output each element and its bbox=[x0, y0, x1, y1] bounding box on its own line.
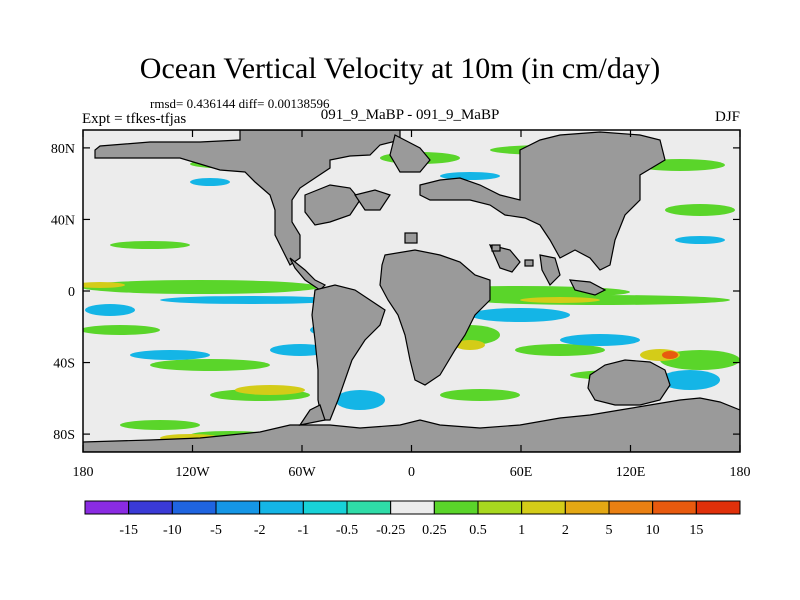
case-label: 091_9_MaBP - 091_9_MaBP bbox=[320, 107, 500, 123]
y-tick-label: 40N bbox=[51, 213, 75, 228]
y-tick-label: 80N bbox=[51, 142, 75, 157]
y-tick-label: 80S bbox=[53, 428, 75, 443]
colorbar-swatch bbox=[477, 500, 523, 515]
colorbar-label: 1 bbox=[518, 523, 525, 538]
colorbar-swatch bbox=[215, 500, 261, 515]
colorbar-swatch bbox=[302, 500, 348, 515]
colorbar-swatch bbox=[84, 500, 130, 515]
colorbar-swatch bbox=[346, 500, 392, 515]
colorbar-swatch bbox=[171, 500, 217, 515]
experiment-label: Expt = tfkes-tfjas bbox=[82, 111, 187, 127]
x-tick-label: 180 bbox=[730, 465, 751, 480]
colorbar-swatch bbox=[521, 500, 566, 515]
colorbar-swatch bbox=[564, 500, 610, 515]
colorbar-label: -2 bbox=[254, 523, 266, 538]
colorbar-label: -15 bbox=[119, 523, 138, 538]
colorbar-label: -10 bbox=[163, 523, 182, 538]
colorbar-label: 2 bbox=[562, 523, 569, 538]
x-tick-label: 180 bbox=[73, 465, 94, 480]
colorbar-swatch bbox=[608, 500, 654, 515]
colorbar-label: -0.25 bbox=[376, 523, 405, 538]
colorbar-label: -1 bbox=[297, 523, 309, 538]
season-label: DJF bbox=[714, 109, 740, 125]
colorbar-label: 0.25 bbox=[422, 523, 447, 538]
colorbar-swatch bbox=[433, 500, 479, 515]
chart-title: Ocean Vertical Velocity at 10m (in cm/da… bbox=[139, 52, 661, 85]
colorbar-label: 15 bbox=[689, 523, 703, 538]
colorbar-swatch bbox=[695, 500, 741, 515]
colorbar: -15 -10 -5 -2 -1 -0.5 -0.25 0.25 0.5 1 2 5 10 15 bbox=[84, 500, 741, 538]
x-tick-label: 0 bbox=[408, 465, 415, 480]
colorbar-swatch bbox=[259, 500, 304, 515]
y-tick-label: 0 bbox=[68, 285, 75, 300]
colorbar-swatch bbox=[128, 500, 173, 515]
stat-line: rmsd= 0.436144 diff= 0.00138596 bbox=[150, 96, 330, 111]
x-tick-label: 60E bbox=[510, 465, 533, 480]
x-axis: 180 120W 60W 0 60E 120E 180 bbox=[73, 130, 751, 480]
x-tick-label: 60W bbox=[288, 465, 316, 480]
colorbar-swatch bbox=[390, 500, 435, 515]
colorbar-swatch bbox=[652, 500, 697, 515]
velocity-field bbox=[83, 130, 740, 452]
y-axis: 80N 40N 0 40S 80S bbox=[51, 142, 740, 443]
x-tick-label: 120E bbox=[616, 465, 646, 480]
colorbar-label: 0.5 bbox=[469, 523, 487, 538]
colorbar-label: -0.5 bbox=[336, 523, 358, 538]
y-tick-label: 40S bbox=[53, 357, 75, 372]
colorbar-label: 5 bbox=[606, 523, 613, 538]
colorbar-label: 10 bbox=[646, 523, 660, 538]
x-tick-label: 120W bbox=[175, 465, 210, 480]
colorbar-label: -5 bbox=[210, 523, 222, 538]
